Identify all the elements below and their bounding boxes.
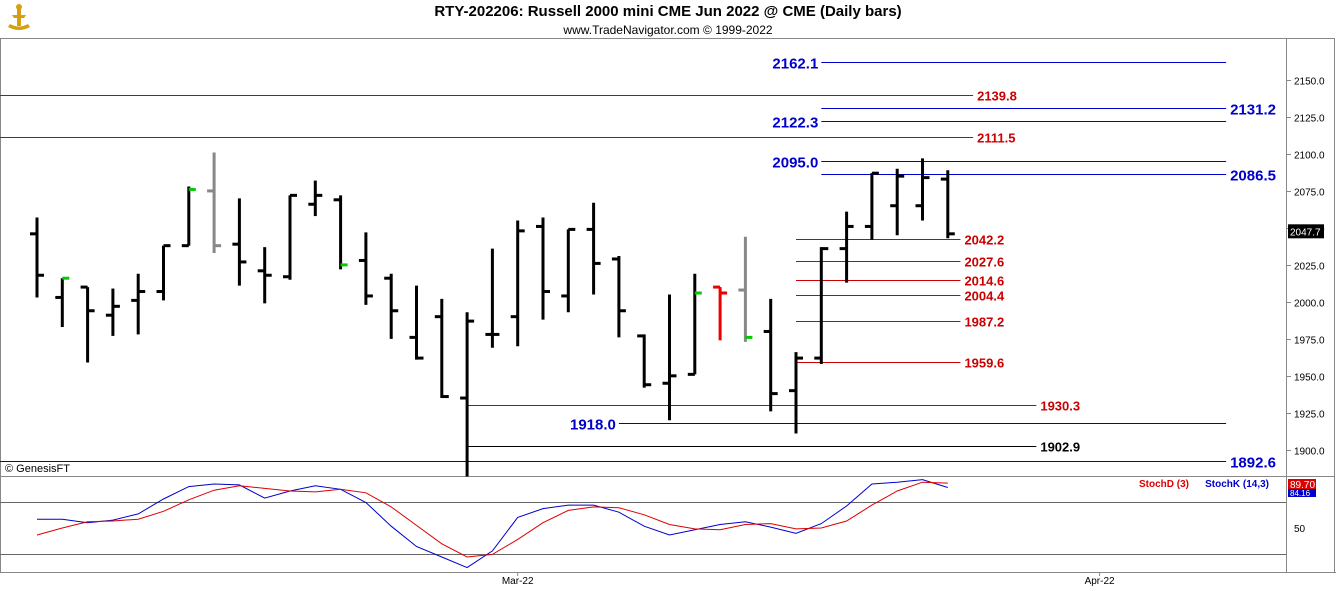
stoch-tick-label: 50 (1294, 524, 1306, 535)
level-label: 1959.6 (964, 356, 1004, 371)
price-tick-label: 2000.0 (1294, 299, 1325, 310)
time-axis: Mar-22 Apr-22 (502, 572, 1115, 587)
ohlc-bar (687, 273, 702, 376)
ohlc-bar (283, 193, 297, 280)
ohlc-bar (80, 285, 95, 363)
ohlc-bar (485, 248, 500, 348)
stoch-k-value: 84.16 (1290, 489, 1311, 498)
level-label: 2095.0 (772, 155, 818, 172)
ohlc-bar (156, 244, 171, 301)
ohlc-bar (789, 352, 803, 434)
price-tick-label: 1950.0 (1294, 373, 1325, 384)
chart-title: RTY-202206: Russell 2000 mini CME Jun 20… (434, 3, 902, 20)
stoch-legend-item: StochK (14,3) (1205, 479, 1269, 490)
ohlc-bar (561, 227, 576, 313)
ohlc-bar (814, 247, 829, 365)
level-label: 2004.4 (964, 289, 1005, 304)
level-label: 2162.1 (772, 56, 818, 73)
price-tick-label: 1900.0 (1294, 447, 1325, 458)
app-logo-icon (8, 4, 30, 30)
stoch-k-badge (1288, 489, 1316, 497)
price-panel-frame (0, 38, 1287, 477)
ohlc-bar (434, 298, 449, 399)
ohlc-bar (55, 276, 70, 328)
level-label: 2122.3 (772, 115, 818, 132)
ohlc-bar (460, 312, 475, 477)
level-lines: 2162.1 2139.8 2131.2 2122.3 2111.5 2095.0 2086… (0, 56, 1276, 472)
time-tick-label: Mar-22 (502, 576, 534, 587)
last-price-badge (1288, 224, 1324, 239)
price-tick-label: 2075.0 (1294, 188, 1325, 199)
ohlc-bar (586, 202, 601, 295)
level-label: 2014.6 (964, 274, 1004, 289)
level-label: 2111.5 (977, 131, 1015, 146)
price-tick-label: 1975.0 (1294, 336, 1325, 347)
ohlc-bar (105, 288, 120, 336)
chart-frames (0, 38, 1336, 573)
stoch-d-badge (1288, 479, 1316, 489)
ohlc-bar (409, 285, 424, 360)
ohlc-bar (257, 247, 272, 304)
ohlc-bar (510, 220, 525, 347)
ohlc-bar (864, 171, 879, 240)
ohlc-bar (333, 195, 348, 270)
level-label: 1987.2 (964, 315, 1004, 330)
level-label: 2042.2 (964, 233, 1004, 248)
ohlc-bar (232, 198, 247, 286)
ohlc-bar (131, 273, 146, 335)
stoch-series-line (37, 479, 948, 569)
level-label: 1930.3 (1040, 399, 1080, 414)
price-tick-label: 2100.0 (1294, 151, 1325, 162)
level-label: 2131.2 (1230, 102, 1276, 119)
level-label: 1892.6 (1230, 455, 1276, 472)
stochastic-panel-frame (0, 476, 1287, 573)
level-label: 2139.8 (977, 89, 1017, 104)
ohlc-bar (890, 168, 905, 236)
price-tick-label: 2150.0 (1294, 77, 1325, 88)
ohlc-bar (207, 152, 222, 254)
ohlc-bar (915, 158, 930, 221)
ohlc-bar (940, 170, 955, 239)
ohlc-bar (384, 273, 399, 339)
ohlc-bar (763, 298, 778, 412)
ohlc-bar (536, 217, 550, 320)
ohlc-bar (713, 285, 728, 341)
price-bars (30, 152, 955, 477)
chart-subtitle: www.TradeNavigator.com © 1999-2022 (563, 23, 773, 37)
price-tick-label: 1925.0 (1294, 410, 1325, 421)
copyright-label: © GenesisFT (5, 463, 70, 475)
level-label: 2027.6 (964, 255, 1004, 270)
level-label: 2086.5 (1230, 168, 1276, 185)
stoch-d-value: 89.70 (1290, 480, 1315, 491)
stoch-series-line (36, 481, 948, 558)
level-label: 1918.0 (570, 417, 616, 434)
ohlc-bar (181, 186, 196, 248)
level-label: 1902.9 (1040, 440, 1080, 455)
price-tick-label: 2025.0 (1294, 262, 1325, 273)
ohlc-bar (662, 294, 677, 421)
ohlc-bar (637, 334, 652, 388)
ohlc-bar (611, 256, 626, 338)
ohlc-bar (308, 180, 323, 217)
ohlc-bar (358, 232, 373, 305)
price-tick-label: 2125.0 (1294, 114, 1325, 125)
ohlc-bar (738, 236, 753, 342)
price-axis: 2150.02125.02100.02075.02050.02025.02000… (1286, 77, 1325, 458)
ohlc-bar (30, 217, 44, 298)
ohlc-bar (839, 211, 854, 283)
last-price-label: 2047.7 (1290, 227, 1321, 238)
time-tick-label: Apr-22 (1085, 576, 1115, 587)
stoch-legend-item: StochD (3) (1139, 479, 1189, 490)
